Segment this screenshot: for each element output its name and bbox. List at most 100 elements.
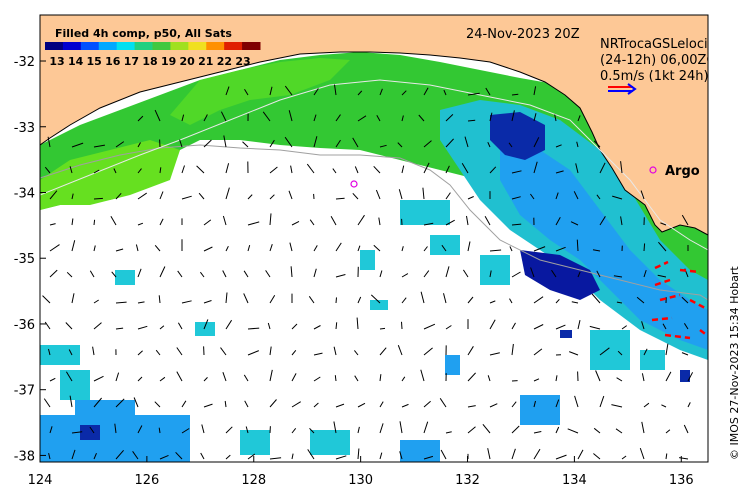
velocity-arrow bbox=[533, 400, 536, 408]
velocity-arrow bbox=[93, 245, 96, 252]
velocity-arrow bbox=[291, 349, 297, 356]
velocity-arrow bbox=[115, 301, 127, 304]
velocity-arrow bbox=[533, 161, 538, 174]
velocity-arrow bbox=[401, 297, 407, 304]
velocity-arrow bbox=[467, 346, 474, 356]
velocity-arrow bbox=[467, 372, 476, 382]
velocity-arrow bbox=[284, 136, 293, 148]
imos-credit: © IMOS 27-Nov-2023 15:34 Hobart bbox=[728, 266, 741, 460]
velocity-arrow bbox=[71, 449, 76, 460]
velocity-arrow bbox=[379, 347, 387, 356]
velocity-arrow bbox=[576, 141, 579, 148]
velocity-arrow bbox=[354, 375, 359, 382]
velocity-arrow bbox=[401, 246, 404, 252]
velocity-arrow bbox=[423, 323, 436, 330]
velocity-arrow bbox=[313, 114, 317, 122]
velocity-arrow bbox=[313, 268, 317, 278]
velocity-arrow bbox=[401, 273, 409, 278]
velocity-arrow bbox=[373, 165, 381, 174]
velocity-arrow bbox=[222, 215, 227, 226]
velocity-arrow bbox=[137, 142, 141, 148]
velocity-arrow bbox=[93, 197, 103, 200]
eddy-red-arrows bbox=[651, 260, 708, 340]
velocity-arrow bbox=[555, 454, 567, 460]
velocity-arrow bbox=[599, 162, 606, 174]
velocity-arrow bbox=[555, 170, 564, 174]
velocity-legend-line1: NRTrocaGSLelocity bbox=[600, 37, 721, 52]
velocity-arrow bbox=[511, 110, 515, 122]
velocity-arrow bbox=[423, 246, 428, 252]
x-tick-label: 132 bbox=[455, 473, 480, 488]
colorbar-swatch bbox=[62, 42, 82, 50]
velocity-arrow bbox=[65, 371, 73, 382]
velocity-arrow bbox=[313, 352, 323, 356]
velocity-arrow bbox=[593, 140, 601, 148]
velocity-arrow bbox=[665, 453, 668, 460]
velocity-arrow bbox=[467, 296, 474, 304]
velocity-arrow bbox=[335, 197, 345, 200]
velocity-arrow bbox=[71, 293, 75, 304]
velocity-arrow bbox=[289, 242, 293, 252]
velocity-arrow bbox=[554, 114, 557, 122]
velocity-arrow bbox=[181, 114, 185, 122]
colorbar-swatch bbox=[134, 42, 153, 50]
velocity-arrow bbox=[111, 271, 117, 278]
date-label: 24-Nov-2023 20Z bbox=[466, 27, 580, 42]
velocity-arrow bbox=[596, 270, 601, 278]
velocity-arrow bbox=[401, 321, 403, 330]
velocity-arrow bbox=[247, 327, 260, 330]
velocity-arrow bbox=[575, 163, 579, 174]
velocity-arrow bbox=[335, 455, 347, 460]
velocity-arrow bbox=[48, 452, 51, 460]
velocity-arrow bbox=[181, 165, 185, 174]
velocity-arrow bbox=[291, 373, 297, 382]
colorbar-swatch bbox=[152, 42, 171, 50]
velocity-arrow bbox=[137, 115, 144, 122]
sst-southern-blue-patches bbox=[40, 355, 560, 462]
y-tick-label: -32 bbox=[14, 55, 35, 70]
velocity-arrow bbox=[665, 429, 671, 434]
velocity-arrow bbox=[574, 395, 579, 408]
y-axis: -32 -33 -34 -35 -36 -37 -38 bbox=[14, 55, 46, 464]
velocity-arrow bbox=[423, 162, 430, 174]
velocity-arrow bbox=[115, 372, 120, 382]
argo-float-marker[interactable] bbox=[350, 180, 358, 188]
velocity-arrow bbox=[683, 424, 689, 434]
velocity-arrow bbox=[158, 295, 161, 304]
y-tick-label: -35 bbox=[14, 252, 35, 267]
velocity-arrow bbox=[643, 402, 650, 408]
x-tick-label: 128 bbox=[241, 473, 266, 488]
velocity-arrow bbox=[577, 115, 581, 122]
velocity-arrow bbox=[533, 246, 546, 252]
x-tick-label: 136 bbox=[669, 473, 694, 488]
velocity-arrow bbox=[225, 454, 231, 460]
velocity-arrow bbox=[203, 139, 212, 148]
velocity-arrow bbox=[354, 166, 359, 174]
velocity-arrow bbox=[137, 192, 147, 200]
velocity-arrow bbox=[467, 92, 480, 96]
velocity-arrow bbox=[222, 372, 227, 382]
velocity-arrow bbox=[269, 294, 276, 304]
velocity-arrow bbox=[379, 88, 383, 96]
velocity-arrow bbox=[267, 322, 271, 330]
plot-frame bbox=[39, 14, 709, 463]
velocity-arrow bbox=[114, 423, 117, 434]
velocity-arrow bbox=[113, 168, 117, 174]
velocity-arrow bbox=[68, 349, 73, 356]
velocity-arrow bbox=[379, 401, 384, 408]
velocity-arrow bbox=[612, 195, 623, 200]
velocity-arrow bbox=[511, 271, 521, 278]
velocity-arrow bbox=[247, 453, 256, 460]
velocity-arrow bbox=[330, 215, 337, 226]
velocity-arrow bbox=[269, 244, 273, 252]
velocity-arrow bbox=[291, 220, 300, 226]
colorbar-swatch bbox=[224, 42, 243, 50]
velocity-arrow bbox=[203, 114, 208, 122]
velocity-arrow bbox=[159, 454, 169, 460]
velocity-arrow bbox=[89, 426, 95, 434]
velocity-arrow bbox=[489, 249, 502, 252]
velocity-arrow bbox=[93, 169, 100, 174]
velocity-arrow bbox=[93, 375, 104, 382]
velocity-arrow bbox=[335, 297, 337, 304]
